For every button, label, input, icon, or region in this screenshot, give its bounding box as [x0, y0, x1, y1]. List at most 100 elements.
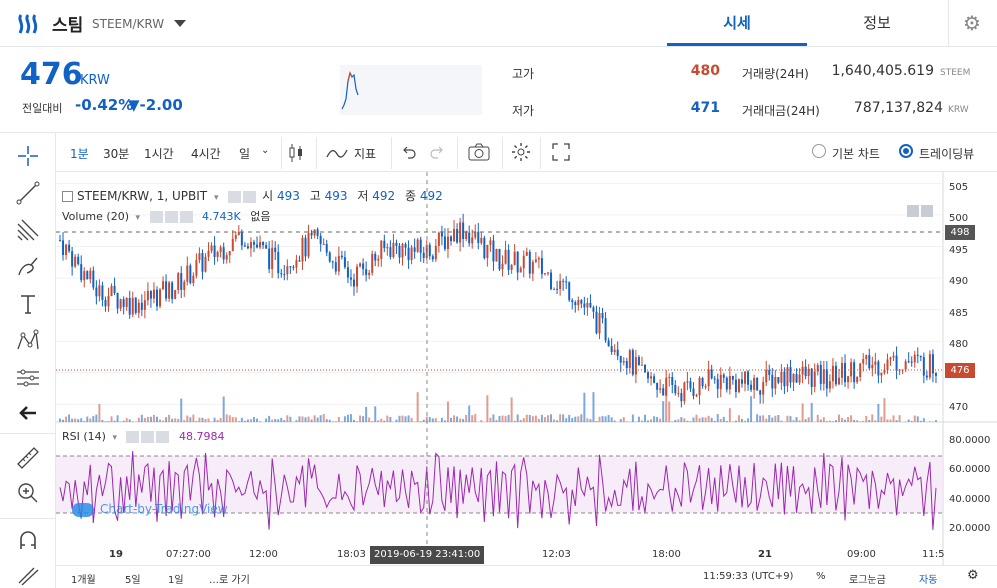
pattern-tool-icon[interactable] [14, 327, 42, 355]
gear-icon[interactable] [141, 431, 155, 443]
candle-body [798, 374, 801, 383]
volume-bar [583, 392, 586, 422]
range-1-month[interactable]: 1개월 [71, 575, 96, 586]
volume-bar [359, 415, 362, 422]
crosshair-icon[interactable] [14, 142, 42, 170]
candle-body [383, 240, 386, 249]
volume-bar [786, 415, 789, 422]
indicators-button[interactable]: 지표 [354, 147, 377, 161]
candle-body [443, 236, 446, 250]
volume-bar [613, 420, 616, 422]
tradingview-radio[interactable] [899, 144, 913, 158]
eye-icon[interactable] [149, 211, 163, 223]
volume-bar [756, 414, 759, 422]
tab-info[interactable]: 정보 [863, 14, 891, 32]
trend-line-icon[interactable] [14, 179, 42, 207]
gear-icon[interactable]: ⚙ [967, 568, 979, 583]
candle-body [734, 379, 737, 393]
candle-body [246, 246, 249, 249]
chart-settings-icon[interactable] [511, 142, 531, 162]
amount-24h-unit: KRW [948, 105, 969, 115]
tradingview-label[interactable]: 트레이딩뷰 [919, 147, 975, 161]
pane-controls [907, 202, 933, 221]
maximize-pane-icon[interactable] [921, 205, 933, 217]
interval-dropdown-icon[interactable]: ⌄ [261, 145, 270, 156]
close-icon[interactable] [156, 431, 170, 443]
candle-body [656, 382, 659, 390]
legend-dropdown-icon[interactable]: ▾ [213, 193, 219, 203]
eye-icon[interactable] [228, 190, 242, 203]
fib-tool-icon[interactable] [14, 216, 42, 244]
text-tool-icon[interactable] [14, 290, 42, 318]
collapse-icon[interactable] [62, 191, 73, 202]
volume-bar [704, 417, 707, 422]
forecast-tool-icon[interactable] [14, 364, 42, 392]
candle-body [495, 248, 498, 262]
candle-type-icon[interactable] [288, 143, 304, 163]
camera-icon[interactable] [468, 143, 490, 161]
range-5-day[interactable]: 5일 [125, 575, 141, 586]
zoom-in-icon[interactable] [14, 479, 42, 507]
interval-1h[interactable]: 1시간 [144, 147, 174, 161]
basic-chart-radio[interactable] [812, 144, 826, 158]
separator [502, 137, 503, 169]
auto-scale-toggle[interactable]: 자동 [919, 575, 938, 586]
back-arrow-icon[interactable] [14, 399, 42, 427]
chart-canvas[interactable] [56, 172, 997, 588]
volume-bar [189, 417, 192, 422]
lock-draw-icon[interactable] [14, 561, 42, 588]
candle-body [237, 231, 240, 236]
candle-body [213, 245, 216, 258]
basic-chart-label[interactable]: 기본 차트 [832, 147, 880, 161]
gear-icon[interactable] [243, 190, 257, 203]
gear-icon[interactable] [164, 211, 178, 223]
candle-body [543, 273, 546, 275]
volume-extra: 없음 [250, 210, 271, 223]
candle-body [371, 253, 374, 273]
candle-body [177, 273, 180, 291]
magnet-icon[interactable] [14, 527, 42, 555]
interval-day[interactable]: 일 [239, 147, 251, 161]
interval-1m[interactable]: 1분 [70, 147, 89, 161]
settings-button[interactable]: ⚙ [948, 0, 997, 46]
chart-area[interactable]: STEEM/KRW, 1, UPBIT ▾ 시 493 고 493 저 492 … [56, 172, 997, 588]
eye-icon[interactable] [126, 431, 140, 443]
volume-bar [152, 414, 155, 422]
volume-bar [213, 417, 216, 422]
log-scale-toggle[interactable]: 로그눈금 [849, 575, 886, 586]
price-axis-label: 480 [949, 339, 969, 350]
volume-bar [692, 417, 695, 422]
goto-date[interactable]: …로 가기 [209, 575, 250, 586]
volume-bar [528, 414, 531, 422]
volume-dropdown-icon[interactable]: ▾ [135, 213, 141, 223]
volume-bar [801, 403, 804, 422]
volume-legend: Volume (20) ▾ 4.743K 없음 [62, 208, 271, 224]
fullscreen-icon[interactable] [552, 143, 570, 161]
volume-bar [513, 420, 516, 422]
tab-market[interactable]: 시세 [667, 0, 807, 46]
candle-body [183, 281, 186, 290]
candle-body [519, 268, 522, 273]
brush-icon[interactable] [14, 253, 42, 281]
candle-body [789, 367, 792, 383]
interval-30m[interactable]: 30분 [103, 147, 130, 161]
candle-body [710, 369, 713, 379]
coin-dropdown-icon[interactable] [174, 20, 186, 27]
ruler-icon[interactable] [14, 444, 42, 472]
volume-bar [453, 415, 456, 422]
candle-body [822, 369, 825, 384]
coin-pair: STEEM/KRW [92, 17, 165, 31]
rsi-dropdown-icon[interactable]: ▾ [112, 433, 117, 443]
volume-bar [368, 417, 371, 422]
volume-bar [362, 416, 365, 422]
candle-body [831, 365, 834, 382]
close-icon[interactable] [179, 211, 193, 223]
range-1-day[interactable]: 1일 [168, 575, 184, 586]
indicator-icon[interactable] [326, 147, 348, 159]
candle-body [149, 290, 152, 299]
undo-icon[interactable] [401, 145, 417, 159]
move-down-icon[interactable] [907, 205, 919, 217]
percent-toggle[interactable]: % [816, 571, 826, 582]
interval-4h[interactable]: 4시간 [191, 147, 221, 161]
redo-icon[interactable] [429, 145, 445, 159]
